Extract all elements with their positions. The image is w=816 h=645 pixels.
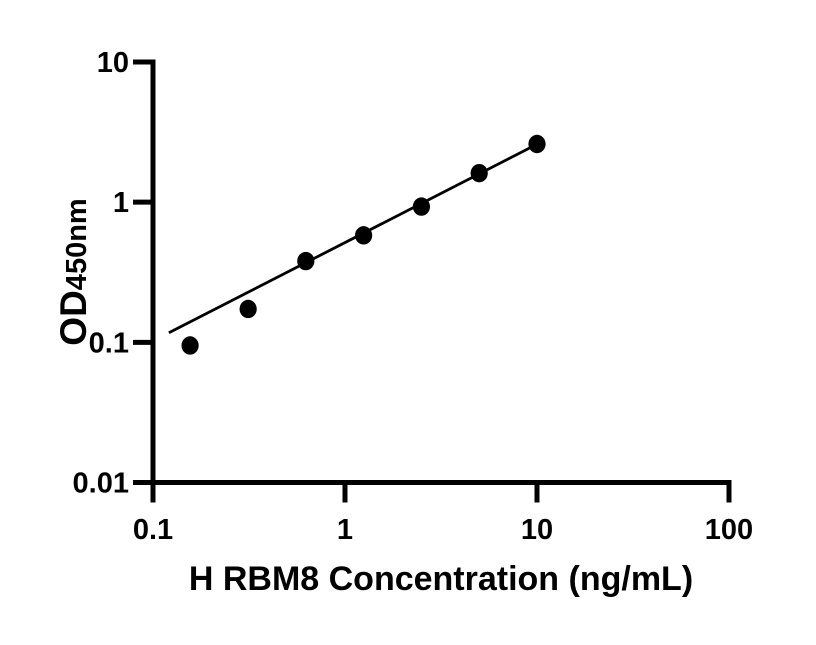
data-point (355, 226, 373, 245)
y-tick-label: 1 (113, 187, 129, 219)
x-tick-label: 1 (337, 514, 353, 546)
data-point (412, 197, 431, 216)
y-axis-title-main: OD (53, 290, 94, 346)
x-tick-label: 0.1 (133, 514, 173, 546)
data-point (528, 134, 546, 154)
y-tick-label: 0.1 (89, 327, 129, 359)
data-point (297, 251, 315, 271)
x-axis-title: H RBM8 Concentration (ng/mL) (189, 560, 693, 598)
y-tick-label: 0.01 (73, 468, 129, 500)
y-tick-label: 10 (97, 47, 129, 79)
data-point (181, 336, 199, 355)
x-tick-label: 10 (521, 514, 553, 546)
y-axis-title-sub: 450nm (61, 198, 93, 290)
data-point (470, 163, 488, 183)
x-tick-label: 100 (705, 514, 753, 546)
y-axis-title: OD450nm (53, 198, 94, 345)
data-point (239, 299, 257, 319)
